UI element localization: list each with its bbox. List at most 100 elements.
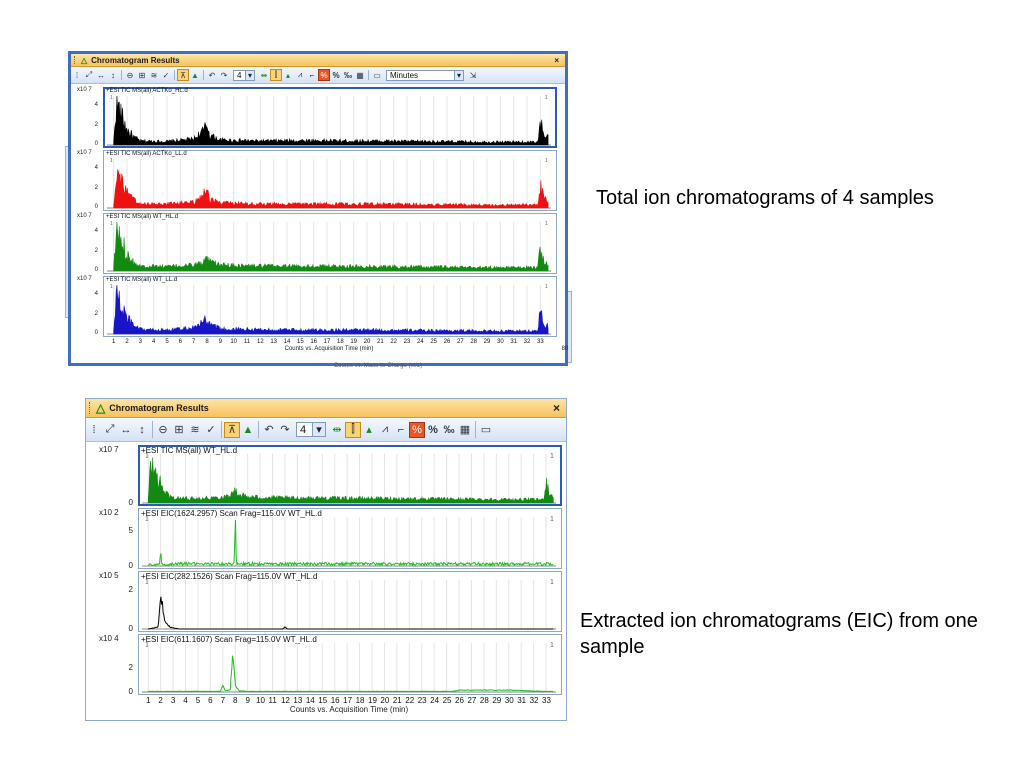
chevron-down-icon[interactable]: ▾ [245,70,254,80]
zoom-out-icon[interactable]: ⊖ [158,424,168,436]
toolbar-separator [174,70,175,80]
peak-number-label: 1 [145,579,149,586]
x-tick-label: 2 [158,696,163,705]
grid-icon[interactable]: ▦ [356,70,364,80]
undo-icon[interactable]: ↶ [264,424,274,436]
chromatogram-panel[interactable]: x10 7 +ESI TIC MS(all) WT_LL.d 4 2 0 1 1 [68,275,568,338]
peak-marker-icon[interactable]: ⫿ [345,421,361,438]
fit-width-icon[interactable]: ⇹ [332,424,342,436]
check-tool-icon[interactable]: ✓ [162,70,170,80]
percent-icon[interactable]: % [428,423,438,436]
copy-icon[interactable]: ▭ [373,70,381,80]
undo-icon[interactable]: ↶ [208,70,216,80]
autoscale-y-icon[interactable]: ↕ [139,423,145,436]
x-tick-label: 22 [390,339,397,345]
autoscale-xy-icon[interactable]: ⤢ [85,70,93,79]
redo-icon[interactable]: ↷ [280,424,290,436]
plot-area[interactable] [103,276,557,337]
close-icon[interactable]: × [554,55,559,65]
zoom-out-icon[interactable]: ⊖ [126,70,134,80]
fit-width-icon[interactable]: ⇹ [260,70,268,80]
autoscale-x-icon[interactable]: ↔ [120,423,132,436]
chromatogram-panel[interactable]: x10 2 +ESI EIC(1624.2957) Scan Frag=115.0… [85,507,567,570]
x-tick-label: 12 [256,339,264,345]
zoom-select[interactable]: 4 ▾ [233,69,255,81]
percent-icon[interactable]: % [332,70,340,80]
x-tick-label: 6 [208,696,213,705]
x-tick-label: 32 [529,696,539,705]
baseline-icon[interactable]: ⌐ [397,423,405,436]
chevron-down-icon[interactable]: ▾ [454,70,463,80]
plot-area[interactable] [138,445,562,506]
peaks-icon[interactable]: ▴ [285,70,290,80]
trace-plot [107,285,551,335]
x-tick-label: 24 [430,696,440,705]
zoom-select[interactable]: 4 ▾ [296,422,326,437]
integrate-icon[interactable]: ▲ [191,70,199,80]
chromatogram-window-tic: △ Chromatogram Results × ⁞ ⤢ ↔ ↕ ⊖ ⊞ ≋ ✓ ⊼ ▲ ↶ ↷ 4 ▾ ⇹… [65,51,572,369]
plot-area[interactable] [103,213,557,274]
chromatogram-panel[interactable]: x10 7 +ESI TIC MS(all) ACTKo_LL.d 4 2 0 1 1 [68,149,568,212]
autoscale-x-icon[interactable]: ↔ [97,70,105,80]
drag-grip-icon[interactable] [74,55,78,65]
chromatogram-trace [113,285,549,335]
window-titlebar[interactable]: △ Chromatogram Results × [86,399,566,418]
plot-area[interactable] [138,634,562,695]
chromatogram-panel[interactable]: x10 7 +ESI TIC MS(all) WT_HL.d 0 1 1 [85,444,567,507]
plot-area[interactable] [103,150,557,211]
chromatogram-panel[interactable]: x10 7 +ESI TIC MS(all) WT_HL.d 4 2 0 1 1 [68,212,568,275]
chromatogram-panel[interactable]: x10 5 +ESI EIC(282.1526) Scan Frag=115.0V… [85,570,567,633]
peaks-icon[interactable]: ▴ [366,424,372,436]
y-tick-label: 0 [128,687,133,697]
close-icon[interactable]: × [552,401,560,415]
peak-label-icon[interactable]: ⊼ [177,69,189,81]
toolbar-separator [152,421,153,438]
drag-grip-icon[interactable] [89,401,93,415]
peak-number-label: 1 [550,516,554,523]
grid-icon[interactable]: ▦ [459,424,471,436]
plot-area[interactable] [103,87,557,148]
x-tick-label: 29 [483,339,491,345]
peak-annotate-icon[interactable]: ⩘ [381,423,389,435]
chromatogram-panel[interactable]: x10 7 +ESI TIC MS(all) ACTKo_HL.d 4 2 0 1 1 [68,86,568,149]
spectrum-tool-icon[interactable]: ≋ [150,70,158,80]
peak-annotate-icon[interactable]: ⩘ [297,70,303,79]
drag-grip-icon: ⁞ [75,70,79,80]
redo-icon[interactable]: ↷ [220,70,228,80]
window-titlebar[interactable]: △ Chromatogram Results × [71,54,565,67]
plot-area[interactable] [138,571,562,632]
x-tick-label: 28 [479,696,489,705]
x-tick-label: 25 [442,696,452,705]
peak-label-icon[interactable]: ⊼ [224,421,240,438]
units-select[interactable]: Minutes ▾ [386,69,464,81]
peak-number-label: 1 [545,158,548,164]
spectrum-tool-icon[interactable]: ≋ [190,424,200,436]
y-tick-label: 0 [94,330,98,337]
permille-icon[interactable]: ‰ [344,70,352,80]
y-tick-label: 4 [94,165,98,172]
check-tool-icon[interactable]: ✓ [206,424,216,436]
chevron-down-icon[interactable]: ▾ [312,423,325,436]
autoscale-xy-icon[interactable]: ⤢ [105,423,115,435]
chromatogram-panel[interactable]: x10 4 +ESI EIC(611.1607) Scan Frag=115.0V… [85,633,567,696]
copy-icon[interactable]: ▭ [480,424,492,436]
autoscale-y-icon[interactable]: ↕ [111,70,115,80]
export-icon[interactable]: ⇲ [469,70,477,80]
permille-icon[interactable]: ‰ [443,423,455,436]
normalize-icon[interactable]: % [318,69,330,81]
plot-area[interactable] [138,508,562,569]
trace-plot [142,580,556,630]
x-tick-label: 2 [125,339,129,345]
x-tick-label: 5 [195,696,201,705]
peak-number-label: 1 [550,579,554,586]
normalize-icon[interactable]: % [409,421,425,438]
window-title: Chromatogram Results [91,55,180,65]
peak-marker-icon[interactable]: ⫿ [270,69,282,81]
integrate-icon[interactable]: ▲ [242,423,254,436]
trace-plot [142,517,556,567]
x-tick-label: 17 [343,696,353,705]
fit-y-icon[interactable]: ⊞ [174,424,184,436]
chromatogram-trace [148,519,554,567]
fit-y-icon[interactable]: ⊞ [138,70,146,80]
baseline-icon[interactable]: ⌐ [309,70,315,80]
